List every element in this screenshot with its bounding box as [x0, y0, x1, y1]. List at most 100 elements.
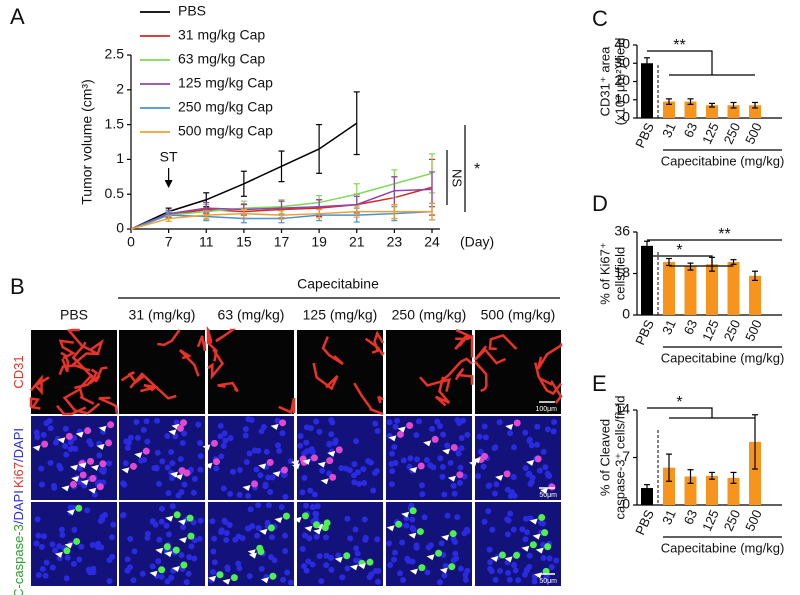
nucleus	[265, 502, 272, 509]
arrowhead	[334, 556, 343, 563]
nucleus	[209, 569, 216, 576]
nucleus	[168, 474, 175, 481]
nucleus	[191, 555, 198, 562]
annotation: *	[676, 394, 682, 411]
y-tick-label: 1.5	[105, 115, 125, 131]
nucleus	[529, 474, 536, 481]
nucleus	[242, 432, 249, 439]
nucleus	[101, 511, 108, 518]
nucleus	[407, 455, 414, 462]
arrowhead	[292, 463, 301, 470]
nucleus	[106, 460, 113, 467]
nucleus	[127, 434, 134, 441]
arrowhead	[32, 445, 41, 452]
nucleus	[522, 465, 529, 472]
stained-cell	[406, 422, 414, 430]
nucleus	[522, 429, 529, 436]
nucleus	[110, 521, 117, 528]
nucleus	[43, 420, 50, 427]
nucleus	[165, 490, 172, 497]
nucleus	[169, 503, 176, 510]
nucleus	[485, 508, 492, 515]
arrowhead	[80, 479, 89, 486]
arrowhead	[69, 464, 78, 471]
nucleus	[133, 419, 140, 426]
nucleus	[177, 456, 184, 463]
nucleus	[338, 465, 345, 472]
stained-cell	[312, 521, 320, 529]
nucleus	[302, 532, 309, 539]
y-tick-label: 2	[116, 81, 124, 97]
stained-cell	[548, 483, 556, 491]
nucleus	[392, 423, 399, 430]
arrowhead	[155, 547, 164, 554]
nucleus	[224, 564, 231, 571]
nucleus	[158, 573, 165, 580]
bar	[641, 245, 653, 315]
nucleus	[437, 579, 444, 586]
nucleus	[297, 442, 304, 449]
nucleus	[389, 450, 396, 457]
nucleus	[57, 465, 64, 472]
nucleus	[255, 447, 262, 454]
nucleus	[236, 491, 243, 498]
stained-cell	[180, 561, 188, 569]
stained-cell	[267, 524, 275, 532]
stained-cell	[105, 439, 113, 447]
arrowhead	[409, 467, 418, 474]
nucleus	[34, 516, 41, 523]
nucleus	[427, 462, 434, 469]
arrowhead	[439, 567, 448, 574]
x-tick-label: 0	[127, 234, 135, 250]
nucleus	[254, 532, 261, 539]
micrograph	[29, 328, 119, 416]
x-tick-label: 500	[742, 120, 765, 146]
arrowhead	[242, 484, 251, 491]
bar	[663, 261, 675, 315]
nucleus	[69, 445, 76, 452]
nucleus	[109, 553, 116, 560]
nucleus	[409, 516, 416, 523]
arrowhead	[178, 537, 187, 544]
nucleus	[458, 445, 465, 452]
error-bar	[278, 210, 285, 220]
nucleus	[462, 576, 469, 583]
micrograph-bg	[297, 502, 383, 586]
nucleus	[96, 452, 103, 459]
nucleus	[410, 526, 417, 533]
nucleus	[477, 448, 484, 455]
nucleus	[413, 544, 420, 551]
nucleus	[540, 448, 547, 455]
stained-cell	[230, 574, 238, 582]
stained-cell	[513, 551, 521, 559]
micrograph	[291, 416, 383, 500]
nucleus	[197, 453, 204, 460]
stained-cell	[63, 547, 71, 555]
nucleus	[415, 418, 422, 425]
arrowhead	[313, 528, 322, 535]
nucleus	[538, 519, 545, 526]
bar	[663, 467, 675, 505]
stained-cell	[269, 572, 277, 580]
vessel	[536, 343, 563, 370]
vessel	[217, 381, 239, 393]
y-axis-label: CD31⁺ area	[597, 46, 612, 116]
nucleus	[191, 475, 198, 482]
nucleus	[505, 569, 512, 576]
stained-cell	[456, 471, 464, 479]
vessel	[215, 328, 237, 343]
arrowhead	[202, 444, 211, 451]
micrograph	[119, 416, 205, 500]
nucleus	[258, 565, 265, 572]
nucleus	[70, 560, 77, 567]
arrowhead	[504, 556, 513, 563]
error-bar	[165, 215, 172, 222]
legend-label: PBS	[178, 3, 206, 19]
nucleus	[49, 541, 56, 548]
nucleus	[91, 491, 98, 498]
bar	[706, 105, 718, 118]
nucleus	[366, 574, 373, 581]
micrograph	[206, 325, 296, 415]
nucleus	[525, 471, 532, 478]
bar	[749, 275, 761, 315]
